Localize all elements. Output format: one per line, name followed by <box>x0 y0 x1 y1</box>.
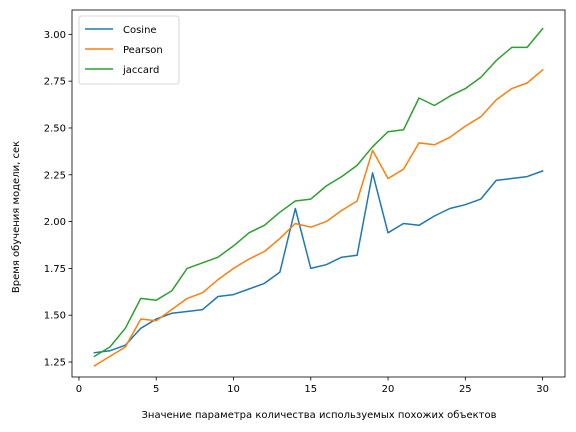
x-tick-label: 25 <box>459 384 472 395</box>
legend: Cosine Pearson jaccard <box>78 15 180 85</box>
series-line-cosine <box>93 170 544 354</box>
legend-box <box>78 15 180 85</box>
y-tick-label: 1.25 <box>44 358 66 369</box>
y-tick-label: 1.50 <box>44 311 66 322</box>
x-tick-label: 10 <box>227 384 240 395</box>
y-tick-label: 2.00 <box>44 217 66 228</box>
legend-label-pearson: Pearson <box>123 45 163 56</box>
series-line-pearson <box>93 68 544 367</box>
x-tick-label: 15 <box>304 384 317 395</box>
y-tick-label: 2.50 <box>44 123 66 134</box>
x-axis-ticks: 0 5 10 15 20 25 30 <box>76 377 549 395</box>
plot-area <box>71 9 566 378</box>
x-tick-label: 0 <box>76 384 82 395</box>
legend-label-cosine: Cosine <box>123 25 157 36</box>
y-tick-label: 1.75 <box>44 264 66 275</box>
y-axis-label: Время обучения модели, сек <box>11 141 22 293</box>
x-axis-label: Значение параметра количества используем… <box>142 410 497 421</box>
series-line-jaccard <box>93 27 544 358</box>
x-tick-label: 5 <box>153 384 159 395</box>
y-tick-label: 2.25 <box>44 170 66 181</box>
y-axis-ticks: 1.25 1.50 1.75 2.00 2.25 2.50 2.75 3.00 <box>44 30 72 369</box>
x-tick-label: 20 <box>382 384 395 395</box>
y-tick-label: 2.75 <box>44 77 66 88</box>
legend-label-jaccard: jaccard <box>122 65 159 76</box>
x-tick-label: 30 <box>536 384 549 395</box>
y-tick-label: 3.00 <box>44 30 66 41</box>
axes-frame <box>71 9 566 378</box>
